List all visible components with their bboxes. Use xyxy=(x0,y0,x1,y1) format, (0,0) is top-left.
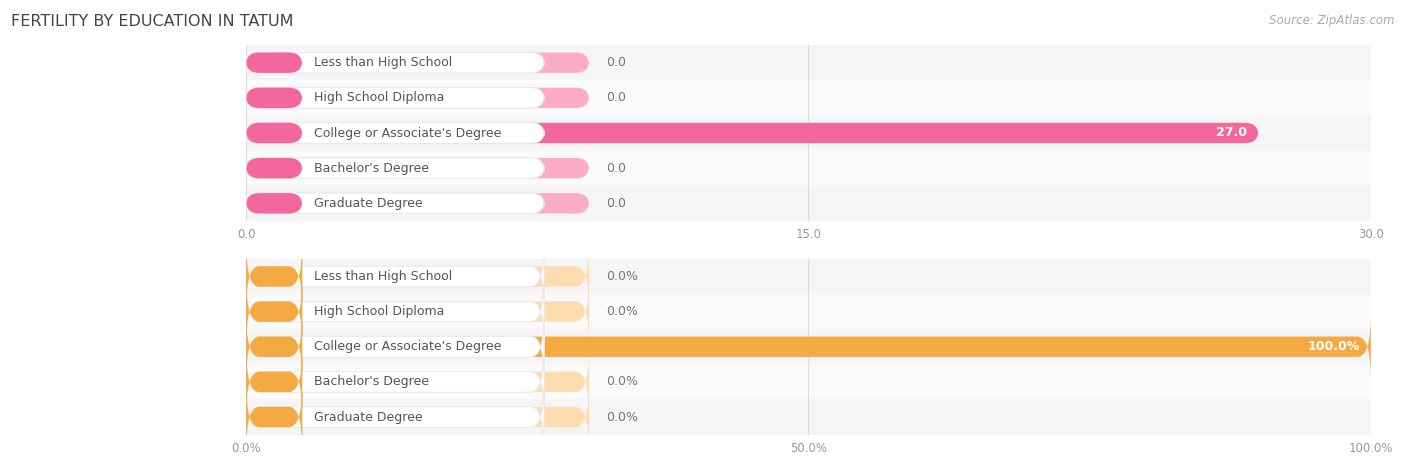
FancyBboxPatch shape xyxy=(246,123,302,143)
FancyBboxPatch shape xyxy=(246,123,302,143)
FancyBboxPatch shape xyxy=(246,53,544,73)
Bar xyxy=(246,329,1371,364)
Text: 0.0%: 0.0% xyxy=(606,270,638,283)
FancyBboxPatch shape xyxy=(246,88,544,108)
FancyBboxPatch shape xyxy=(246,350,302,414)
Text: Bachelor's Degree: Bachelor's Degree xyxy=(314,375,429,389)
FancyBboxPatch shape xyxy=(246,245,302,308)
Text: 0.0%: 0.0% xyxy=(606,305,638,318)
FancyBboxPatch shape xyxy=(246,158,544,178)
FancyBboxPatch shape xyxy=(246,280,544,343)
FancyBboxPatch shape xyxy=(246,53,544,73)
Text: College or Associate's Degree: College or Associate's Degree xyxy=(314,126,501,140)
Text: 0.0%: 0.0% xyxy=(606,375,638,389)
FancyBboxPatch shape xyxy=(246,193,544,213)
Bar xyxy=(246,399,1371,435)
Text: 0.0: 0.0 xyxy=(606,162,626,175)
FancyBboxPatch shape xyxy=(246,315,302,379)
FancyBboxPatch shape xyxy=(246,315,302,379)
FancyBboxPatch shape xyxy=(246,315,544,379)
FancyBboxPatch shape xyxy=(246,385,302,449)
Text: Bachelor's Degree: Bachelor's Degree xyxy=(314,162,429,175)
Bar xyxy=(246,115,1371,151)
Text: High School Diploma: High School Diploma xyxy=(314,305,444,318)
FancyBboxPatch shape xyxy=(246,193,589,213)
Text: Less than High School: Less than High School xyxy=(314,56,451,69)
FancyBboxPatch shape xyxy=(246,280,589,343)
Text: Less than High School: Less than High School xyxy=(314,270,451,283)
FancyBboxPatch shape xyxy=(246,158,302,178)
FancyBboxPatch shape xyxy=(246,280,544,343)
FancyBboxPatch shape xyxy=(246,350,302,414)
Text: 0.0%: 0.0% xyxy=(606,410,638,424)
FancyBboxPatch shape xyxy=(246,385,589,449)
FancyBboxPatch shape xyxy=(246,350,544,414)
FancyBboxPatch shape xyxy=(246,245,544,308)
Bar xyxy=(246,294,1371,329)
FancyBboxPatch shape xyxy=(246,245,544,308)
FancyBboxPatch shape xyxy=(246,315,544,379)
Text: 100.0%: 100.0% xyxy=(1308,340,1360,353)
Text: College or Associate's Degree: College or Associate's Degree xyxy=(314,340,501,353)
FancyBboxPatch shape xyxy=(246,193,302,213)
FancyBboxPatch shape xyxy=(246,53,589,73)
FancyBboxPatch shape xyxy=(246,123,544,143)
FancyBboxPatch shape xyxy=(246,193,302,213)
FancyBboxPatch shape xyxy=(246,245,302,308)
Text: FERTILITY BY EDUCATION IN TATUM: FERTILITY BY EDUCATION IN TATUM xyxy=(11,14,294,29)
FancyBboxPatch shape xyxy=(246,350,544,414)
Text: Graduate Degree: Graduate Degree xyxy=(314,410,422,424)
FancyBboxPatch shape xyxy=(246,193,544,213)
Text: 0.0: 0.0 xyxy=(606,197,626,210)
FancyBboxPatch shape xyxy=(246,53,302,73)
FancyBboxPatch shape xyxy=(246,158,544,178)
FancyBboxPatch shape xyxy=(246,280,302,343)
FancyBboxPatch shape xyxy=(246,88,544,108)
FancyBboxPatch shape xyxy=(246,280,302,343)
FancyBboxPatch shape xyxy=(246,385,302,449)
Text: Source: ZipAtlas.com: Source: ZipAtlas.com xyxy=(1270,14,1395,27)
FancyBboxPatch shape xyxy=(246,385,544,449)
FancyBboxPatch shape xyxy=(246,245,589,308)
Text: 0.0: 0.0 xyxy=(606,91,626,104)
Text: 0.0: 0.0 xyxy=(606,56,626,69)
FancyBboxPatch shape xyxy=(246,158,589,178)
Text: Graduate Degree: Graduate Degree xyxy=(314,197,422,210)
Bar xyxy=(246,186,1371,221)
Bar xyxy=(246,259,1371,294)
Text: 27.0: 27.0 xyxy=(1216,126,1247,140)
FancyBboxPatch shape xyxy=(246,88,302,108)
FancyBboxPatch shape xyxy=(246,350,589,414)
FancyBboxPatch shape xyxy=(246,88,589,108)
FancyBboxPatch shape xyxy=(246,385,544,449)
Bar xyxy=(246,45,1371,80)
FancyBboxPatch shape xyxy=(246,123,1258,143)
FancyBboxPatch shape xyxy=(246,88,302,108)
Bar xyxy=(246,364,1371,399)
FancyBboxPatch shape xyxy=(246,158,302,178)
Text: High School Diploma: High School Diploma xyxy=(314,91,444,104)
FancyBboxPatch shape xyxy=(246,53,302,73)
Bar xyxy=(246,80,1371,115)
Bar xyxy=(246,151,1371,186)
FancyBboxPatch shape xyxy=(246,123,544,143)
FancyBboxPatch shape xyxy=(246,315,1371,379)
